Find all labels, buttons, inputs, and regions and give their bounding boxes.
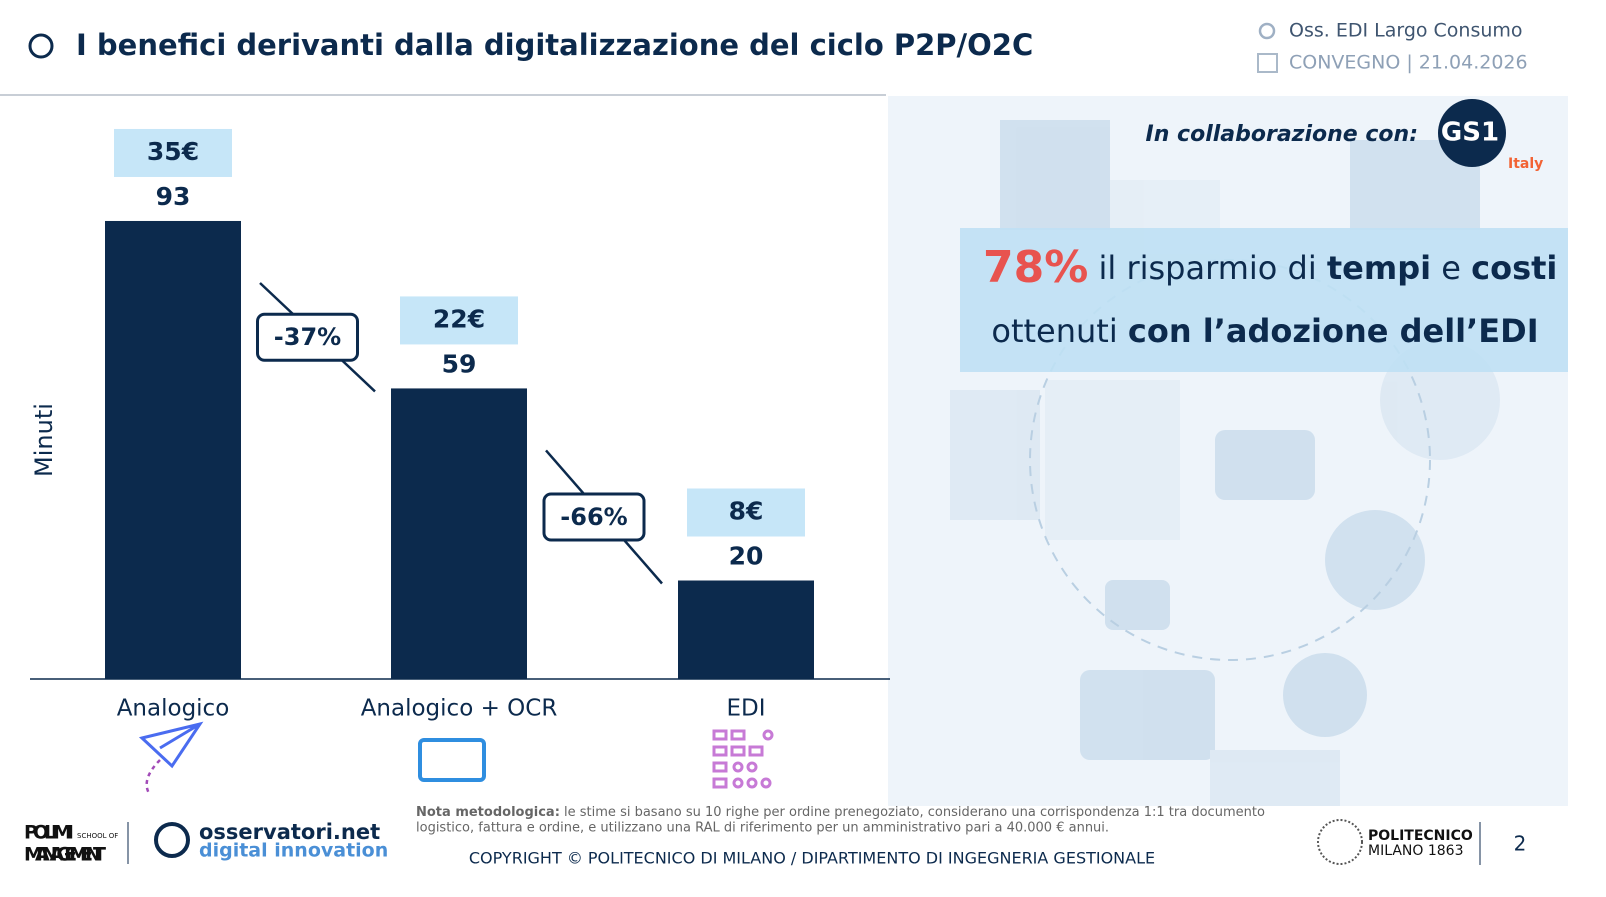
osservatori: osservatori.net: [199, 820, 380, 844]
politecnico: POLITECNICO: [1368, 828, 1473, 844]
cost-label: 22€: [433, 304, 485, 333]
x-tick-label: Analogico: [117, 696, 230, 722]
gs1-logo: GS1: [1441, 118, 1499, 148]
partner-text: In collaborazione con:: [1146, 122, 1418, 147]
gs1-circle: [1438, 99, 1506, 167]
x-tick-label: EDI: [726, 696, 765, 722]
edi-icon: [712, 729, 774, 789]
callout-line1: 78% il risparmio di tempi e costi: [983, 242, 1557, 293]
cost-box: [114, 128, 232, 177]
politecnico-seal: [1317, 819, 1363, 865]
osservatori-sub: digital innovation: [199, 840, 388, 862]
plane-icon: [138, 721, 204, 769]
cost-label: 8€: [729, 497, 764, 526]
note-line: logistico, fattura e ordine, e utilizzan…: [416, 821, 1109, 836]
polimi-school: SCHOOL OF: [77, 832, 118, 840]
date: CONVEGNO | 21.04.2026: [1289, 52, 1528, 74]
polimi: POLIMI: [24, 822, 74, 844]
x-tick-label: Analogico + OCR: [361, 696, 558, 722]
bar: [678, 580, 814, 679]
scanner-icon: [418, 738, 486, 782]
event-icon: [1258, 22, 1276, 40]
change-box: [256, 312, 359, 362]
polimi-management: MANAGEMENT: [24, 844, 106, 866]
title: I benefici derivanti dalla digitalizzazi…: [76, 28, 1033, 62]
value-label: 20: [729, 542, 764, 571]
value-label: 93: [156, 182, 191, 211]
gs1-country: Italy: [1508, 156, 1543, 172]
cost-box: [400, 296, 518, 345]
value-label: 59: [442, 349, 477, 378]
event: Oss. EDI Largo Consumo: [1289, 20, 1523, 42]
change-label: -66%: [560, 503, 627, 531]
osservatori-icon: [154, 822, 190, 858]
copyright: COPYRIGHT © POLITECNICO DI MILANO / DIPA…: [469, 849, 1155, 868]
cost-box: [687, 488, 805, 537]
politecnico-sub: MILANO 1863: [1368, 843, 1463, 859]
y-axis-label: Minuti: [30, 403, 58, 477]
calendar-icon: [1257, 53, 1278, 73]
change-box: [542, 492, 646, 542]
chart: 93 35€ Analogico 59 22€ Analogico + OCR 20 8€ ED…: [105, 128, 814, 722]
callout-line2: ottenuti con l’adozione dell’EDI: [991, 312, 1538, 350]
page-number: 2: [1514, 832, 1527, 856]
cost-label: 35€: [147, 137, 199, 166]
plane-trail: [145, 759, 161, 796]
logo-icon: [28, 33, 54, 59]
bar: [391, 388, 527, 679]
bar: [105, 220, 241, 679]
change-label: -37%: [274, 323, 341, 351]
callout-box: [960, 228, 1568, 372]
note-line: Nota metodologica: le stime si basano su…: [416, 805, 1265, 820]
